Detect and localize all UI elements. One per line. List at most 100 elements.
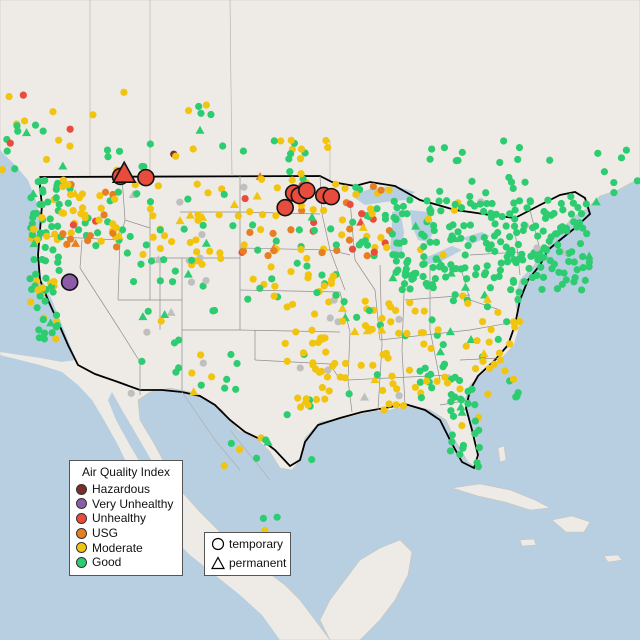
temporary-monitor-marker [156,244,164,253]
temporary-monitor-marker [420,307,428,315]
legend-label: USG [92,526,119,541]
temporary-monitor-marker [395,392,403,400]
legend-item-usg: USG [70,526,182,541]
temporary-monitor-marker [579,252,587,261]
temporary-monitor-marker [38,213,46,222]
temporary-monitor-marker [304,271,312,279]
temporary-monitor-marker [325,387,333,395]
temporary-monitor-marker [533,271,541,279]
temporary-monitor-marker [97,204,105,212]
temporary-monitor-marker [377,186,385,194]
temporary-monitor-marker [59,209,68,217]
temporary-monitor-marker [421,364,429,372]
temporary-monitor-marker [297,206,306,215]
temporary-monitor-marker [488,199,496,208]
temporary-monitor-marker [408,275,416,283]
temporary-monitor-marker [41,329,49,337]
lake-michigan [390,210,404,262]
temporary-monitor-marker [0,166,6,174]
temporary-monitor-marker [486,284,495,292]
temporary-monitor-marker [503,318,511,326]
temporary-monitor-marker [369,182,377,190]
temporary-monitor-marker-large[interactable] [298,181,316,200]
temporary-monitor-marker [418,230,426,238]
temporary-monitor-marker [515,317,524,326]
temporary-monitor-marker [142,241,150,249]
temporary-monitor-marker [345,390,353,398]
temporary-monitor-marker-large[interactable] [276,198,294,217]
temporary-monitor-marker [46,215,54,223]
temporary-monitor-marker [6,139,14,147]
temporary-monitor-marker-large[interactable] [60,273,79,291]
temporary-monitor-marker [520,221,528,229]
temporary-monitor-marker [454,156,462,165]
legend-label: Very Unhealthy [92,496,174,511]
permanent-monitor-marker-large[interactable] [111,160,137,183]
temporary-monitor-marker [426,238,434,246]
temporary-monitor-marker [324,366,332,374]
permanent-monitor-marker [466,334,476,343]
temporary-monitor-marker [40,335,49,343]
legend-item-moderate: Moderate [70,540,182,555]
permanent-monitor-marker [370,375,380,384]
temporary-monitor-marker [146,140,154,148]
temporary-monitor-marker [310,218,318,227]
permanent-monitor-marker [377,325,387,334]
temporary-monitor-marker [267,263,275,271]
temporary-monitor-marker [219,142,227,150]
temporary-monitor-marker [428,281,437,289]
temporary-monitor-marker [297,145,306,153]
permanent-monitor-marker [138,312,148,321]
temporary-monitor-marker [412,269,420,277]
permanent-monitor-marker [71,238,81,247]
temporary-monitor-marker [507,249,516,258]
temporary-monitor-marker-large[interactable] [322,187,341,206]
temporary-monitor-marker [446,447,455,455]
temporary-monitor-marker [309,206,317,214]
temporary-monitor-marker [583,230,591,238]
permanent-monitor-marker [483,294,493,303]
temporary-monitor-marker [19,91,27,99]
temporary-monitor-marker [202,101,210,109]
temporary-monitor-marker [468,177,476,185]
temporary-monitor-marker [294,394,302,402]
temporary-monitor-marker [112,243,121,251]
temporary-monitor-marker [521,178,529,186]
temporary-monitor-marker [338,216,346,224]
temporary-monitor-marker [246,228,254,237]
temporary-monitor-marker [539,273,548,281]
temporary-monitor-marker [352,190,360,198]
temporary-monitor-marker [336,373,344,381]
permanent-monitor-marker [160,309,170,318]
temporary-monitor-marker [239,147,247,155]
temporary-monitor-marker [500,137,508,145]
temporary-monitor-marker [317,334,325,342]
temporary-monitor-marker [540,207,548,216]
temporary-monitor-marker [420,340,428,348]
temporary-monitor-marker [527,252,535,260]
temporary-monitor-marker [295,226,303,234]
temporary-monitor-marker [28,231,36,239]
temporary-monitor-marker [262,436,270,444]
temporary-monitor-marker [358,210,366,218]
temporary-monitor-marker [390,197,398,205]
temporary-monitor-marker [494,308,502,316]
temporary-monitor-marker [471,365,480,373]
temporary-monitor-marker [389,251,397,259]
temporary-monitor-marker [235,445,244,454]
temporary-monitor-marker [496,158,504,167]
temporary-monitor-marker-large[interactable] [137,168,155,187]
permanent-monitor-marker [189,387,199,396]
legend-label: Good [92,555,122,570]
permanent-monitor-marker [22,128,32,137]
temporary-monitor-marker [388,230,396,238]
temporary-monitor-marker [403,210,411,218]
temporary-monitor-marker [100,211,108,219]
legend-title: Air Quality Index [81,465,171,479]
temporary-monitor-marker [396,239,404,247]
temporary-monitor-marker [553,230,561,238]
temporary-monitor-marker [293,259,301,267]
legend-item-good: Good [70,555,182,570]
temporary-monitor-marker [473,337,481,345]
temporary-monitor-marker [443,197,451,205]
